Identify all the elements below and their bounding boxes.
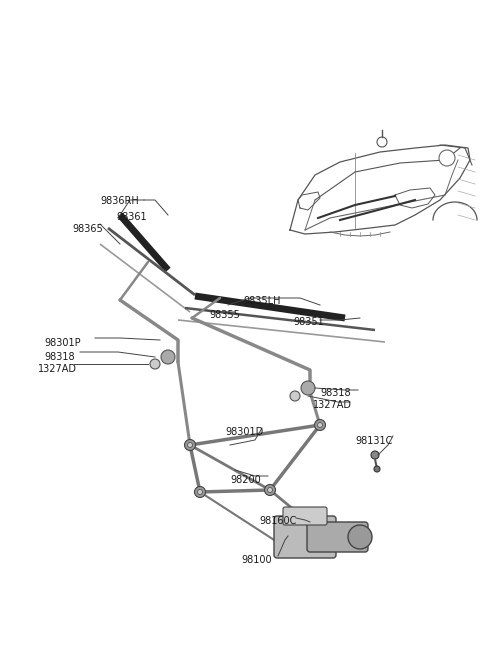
Circle shape [314, 419, 325, 430]
Circle shape [184, 440, 195, 451]
Text: 98131C: 98131C [355, 436, 392, 446]
Text: 98100: 98100 [241, 555, 272, 565]
Text: 98365: 98365 [72, 224, 103, 234]
Text: 98160C: 98160C [259, 516, 296, 526]
Text: 98301P: 98301P [44, 338, 81, 348]
FancyBboxPatch shape [274, 516, 336, 558]
Circle shape [377, 137, 387, 147]
Circle shape [439, 150, 455, 166]
Circle shape [371, 451, 379, 459]
Circle shape [267, 487, 273, 493]
Text: 1327AD: 1327AD [38, 364, 77, 374]
Text: 98318: 98318 [320, 388, 350, 398]
Circle shape [194, 487, 205, 497]
Circle shape [317, 422, 323, 428]
Circle shape [264, 485, 276, 495]
Circle shape [188, 443, 192, 447]
Circle shape [150, 359, 160, 369]
Text: 98355: 98355 [209, 310, 240, 320]
Text: 9836RH: 9836RH [100, 196, 139, 206]
Text: 98200: 98200 [230, 475, 261, 485]
Circle shape [197, 489, 203, 495]
Text: 98361: 98361 [116, 212, 146, 222]
Text: 98301D: 98301D [225, 427, 263, 437]
Circle shape [348, 525, 372, 549]
Circle shape [290, 391, 300, 401]
Circle shape [161, 350, 175, 364]
Text: 98351: 98351 [293, 317, 324, 327]
Circle shape [301, 381, 315, 395]
FancyBboxPatch shape [307, 522, 368, 552]
Text: 98318: 98318 [44, 352, 74, 362]
Text: 9835LH: 9835LH [243, 296, 280, 306]
Text: 1327AD: 1327AD [313, 400, 352, 410]
Circle shape [374, 466, 380, 472]
FancyBboxPatch shape [283, 507, 327, 525]
